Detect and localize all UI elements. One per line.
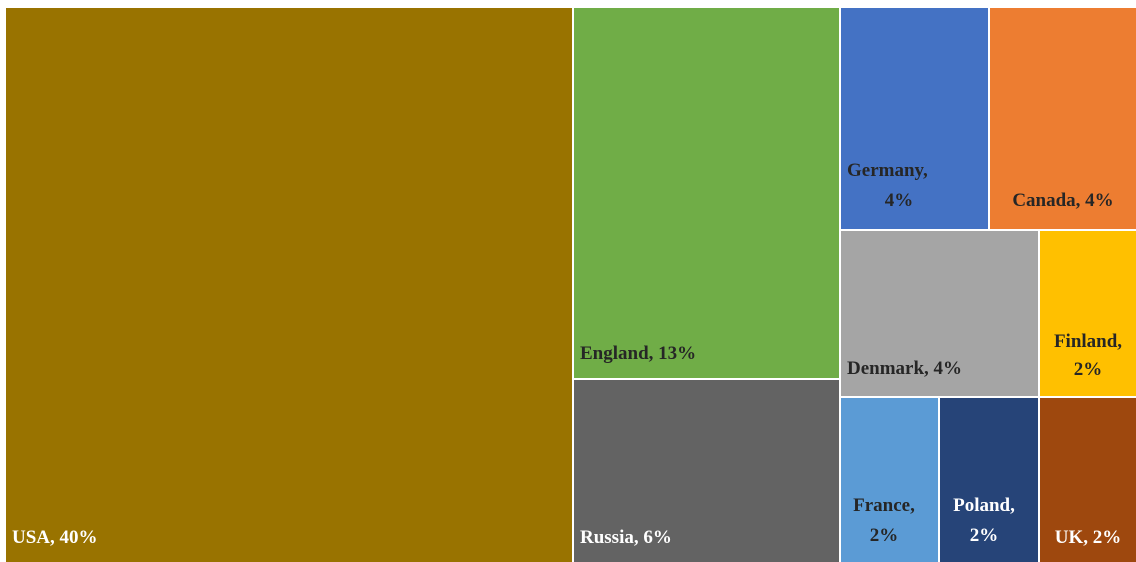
tile-rect-france (841, 398, 938, 562)
tile-finland: Finland, 2% (1040, 231, 1136, 396)
tile-poland: Poland, 2% (940, 398, 1038, 562)
tile-rect-russia (574, 380, 839, 562)
tile-label-germany: Germany, 4% (847, 160, 928, 211)
tile-usa: USA, 40% (6, 8, 572, 562)
tile-rect-poland (940, 398, 1038, 562)
tile-label-canada: Canada, 4% (1012, 190, 1113, 211)
tile-russia: Russia, 6% (574, 380, 839, 562)
tile-rect-usa (6, 8, 572, 562)
tile-canada: Canada, 4% (990, 8, 1136, 229)
tile-label-poland: Poland, 2% (953, 495, 1015, 546)
tile-denmark: Denmark, 4% (841, 231, 1038, 396)
tile-label-england: England, 13% (580, 343, 696, 364)
tile-rect-england (574, 8, 839, 378)
tile-label-france: France, 2% (853, 495, 915, 546)
tile-germany: Germany, 4% (841, 8, 988, 229)
tile-label-russia: Russia, 6% (580, 527, 672, 548)
tile-rect-germany (841, 8, 988, 229)
tile-label-usa: USA, 40% (12, 527, 98, 548)
tile-france: France, 2% (841, 398, 938, 562)
tile-rect-uk (1040, 398, 1136, 562)
tile-label-uk: UK, 2% (1055, 527, 1122, 548)
tile-uk: UK, 2% (1040, 398, 1136, 562)
tile-rect-canada (990, 8, 1136, 229)
tile-rect-denmark (841, 231, 1038, 396)
tile-rect-finland (1040, 231, 1136, 396)
tile-label-finland: Finland, 2% (1054, 331, 1122, 380)
tile-england: England, 13% (574, 8, 839, 378)
tile-label-denmark: Denmark, 4% (847, 358, 962, 379)
